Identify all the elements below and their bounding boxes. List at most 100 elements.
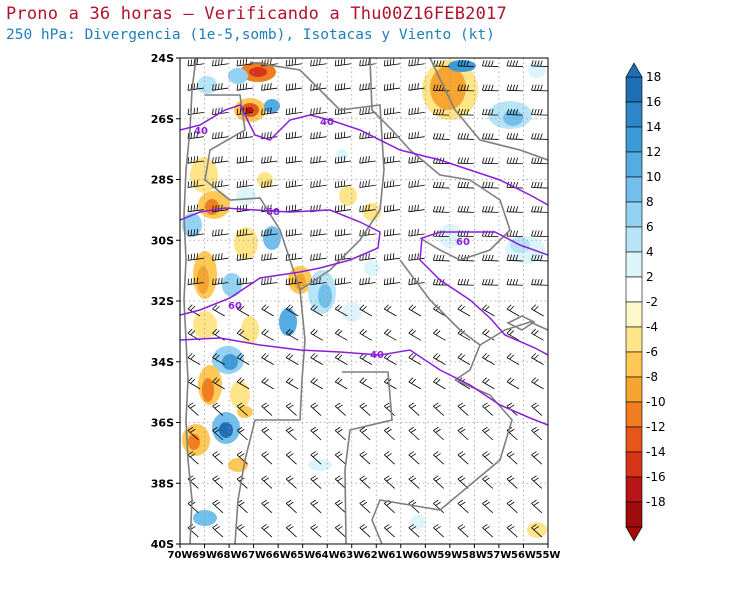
wind-barb	[383, 107, 401, 115]
wind-barb	[408, 204, 425, 213]
wind-barb	[408, 328, 422, 341]
wind-barb	[261, 155, 278, 164]
wind-barb	[457, 181, 474, 189]
shade-blob	[197, 76, 217, 94]
wind-barb	[408, 228, 425, 237]
wind-barb	[285, 180, 303, 188]
wind-barb	[236, 228, 253, 237]
wind-barb	[383, 277, 401, 286]
wind-barb	[457, 60, 474, 67]
wind-barb	[531, 230, 548, 238]
isotach-labels: 40 40 60 60 60 40	[194, 117, 470, 361]
paraguay-border	[369, 58, 511, 261]
wind-barb	[482, 402, 494, 416]
wind-barb	[310, 353, 323, 365]
wind-barb	[236, 180, 253, 188]
map-title: Prono a 36 horas — Verificando a Thu00Z1…	[6, 4, 507, 24]
wind-barb	[531, 278, 548, 286]
lon-tick-label: 70W	[168, 550, 193, 561]
wind-barb	[457, 108, 474, 116]
wind-barb	[506, 254, 523, 262]
wind-barb	[531, 133, 548, 140]
shade-blob	[336, 149, 348, 161]
wind-barb	[187, 426, 199, 441]
lat-tick-label: 38S	[151, 477, 174, 490]
wind-barb	[310, 253, 327, 261]
wind-barb	[506, 524, 518, 538]
wind-barb	[432, 205, 450, 213]
wind-barb	[261, 426, 273, 441]
wind-barb	[457, 524, 469, 538]
wind-barb	[531, 108, 548, 116]
wind-barb	[334, 328, 348, 341]
lon-tick-label: 64W	[315, 550, 340, 561]
political-borders	[183, 58, 548, 544]
province-border-north	[249, 61, 385, 291]
wind-barb	[457, 304, 471, 317]
wind-barb	[457, 205, 474, 213]
wind-barb	[310, 304, 323, 317]
wind-barb	[359, 83, 376, 91]
wind-barb	[236, 353, 250, 365]
wind-barb	[482, 426, 494, 441]
wind-barb	[187, 204, 204, 213]
wind-barb	[187, 253, 204, 261]
wind-barb	[482, 524, 494, 538]
shade-blob	[202, 378, 214, 402]
wind-barb	[310, 58, 327, 67]
colorbar-swatch	[625, 451, 643, 478]
isotach-60-b	[419, 231, 548, 356]
shade-blob	[342, 302, 362, 322]
wind-barb	[359, 58, 376, 67]
river-plate-coast	[371, 379, 513, 544]
colorbar-swatch	[625, 476, 643, 503]
wind-barb	[236, 83, 253, 91]
shade-blob	[528, 62, 546, 78]
colorbar-label: 4	[646, 245, 654, 259]
wind-barb	[433, 402, 445, 416]
shade-blob	[237, 406, 253, 418]
chile-argentina-border	[183, 58, 197, 544]
wind-barb	[212, 451, 224, 465]
wind-barb	[531, 60, 548, 67]
wind-barb	[408, 83, 425, 91]
wind-barb	[310, 402, 322, 416]
wind-barb	[334, 451, 346, 465]
wind-barb	[359, 524, 371, 538]
wind-barb	[531, 205, 548, 213]
colorbar-label: -6	[646, 345, 658, 359]
wind-barb	[482, 353, 495, 365]
shade-blob	[249, 67, 267, 77]
wind-barb	[334, 377, 348, 390]
wind-barb	[359, 180, 376, 188]
wind-barb	[531, 475, 543, 489]
lat-tick-label: 28S	[151, 174, 174, 187]
wind-barb	[212, 499, 224, 514]
wind-barb	[383, 475, 395, 489]
wind-barb	[285, 58, 303, 67]
colorbar-label: 14	[646, 120, 661, 134]
wind-barb	[212, 131, 229, 140]
wind-barb	[187, 83, 204, 91]
wind-barb	[432, 133, 450, 140]
wind-barb	[383, 228, 401, 237]
wind-barb	[482, 84, 499, 92]
wind-barb	[359, 107, 376, 115]
lon-tick-label: 55W	[536, 550, 561, 561]
colorbar-label: -12	[646, 420, 666, 434]
wind-barb	[212, 402, 224, 416]
lon-tick-label: 67W	[241, 550, 266, 561]
wind-barb	[310, 131, 327, 140]
wind-barb	[482, 304, 495, 317]
wind-barb	[383, 180, 401, 188]
wind-barb	[383, 451, 395, 465]
colorbar-label: 8	[646, 195, 654, 209]
lat-tick-label: 30S	[151, 234, 174, 247]
wind-barb	[457, 278, 474, 286]
wind-barb	[408, 475, 420, 489]
uruguay-border	[399, 259, 481, 381]
wind-barb	[187, 131, 204, 140]
wind-barb	[531, 353, 544, 365]
shade-blob	[241, 316, 259, 344]
wind-barb	[334, 204, 352, 213]
